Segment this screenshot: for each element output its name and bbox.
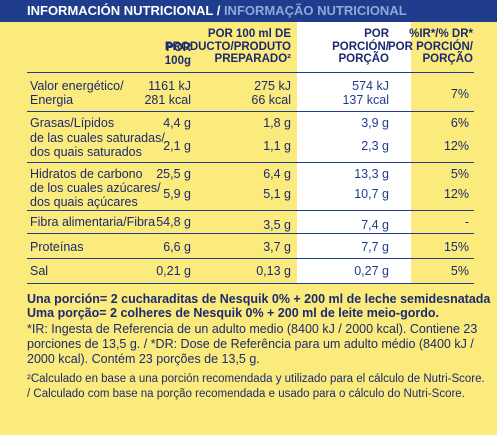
- row-carbs-ri: 5%: [450, 167, 469, 181]
- divider-carbs: [27, 210, 474, 211]
- divider-energy: [27, 111, 474, 112]
- ri-note-line3: 2000 kcal). Contém 23 porções de 13,5 g.: [27, 352, 260, 366]
- title-pt: INFORMAÇÃO NUTRICIONAL: [223, 3, 407, 18]
- row-salt-ri: 5%: [450, 264, 469, 278]
- divider-salt: [27, 283, 474, 284]
- row-saturated-per100g: 2,1 g: [163, 139, 191, 153]
- row-protein-portion: 7,7 g: [361, 240, 389, 254]
- title-es: INFORMACIÓN NUTRICIONAL: [27, 3, 214, 18]
- header-per-100ml-line3: PREPARADO²: [214, 53, 291, 65]
- row-carbs-per100ml: 6,4 g: [263, 167, 291, 181]
- header-per-portion-line1: POR: [364, 28, 389, 40]
- row-fat-per100ml: 1,8 g: [263, 116, 291, 130]
- portion-column-background: [297, 22, 411, 284]
- row-fibre-per100g: 54,8 g: [156, 215, 191, 229]
- row-fat-per100g: 4,4 g: [163, 116, 191, 130]
- row-protein-label: Proteínas: [30, 240, 84, 254]
- header-per-100g-line2: 100g: [164, 54, 191, 67]
- row-protein-ri: 15%: [443, 240, 469, 254]
- row-energy-ri: 7%: [450, 87, 469, 101]
- row-fat-label: Grasas/Lípidos: [30, 116, 115, 130]
- sugars-label-line1: de los cuales azúcares/: [30, 181, 161, 195]
- saturated-label-line2: dos quais saturados: [30, 145, 142, 159]
- calc-note-line1: ²Calculado en base a una porción recomen…: [27, 373, 485, 385]
- row-fibre-label: Fibra alimentaria/Fibra: [30, 215, 156, 229]
- header-per-100ml-line2: PRODUCTO/PRODUTO: [164, 40, 291, 53]
- calc-note-line2: / Calculado com base na porção recomenda…: [27, 388, 465, 400]
- ri-note-line2: porciones de 13,5 g. / *DR: Dose de Refe…: [27, 337, 474, 351]
- header-ri-line2: POR PORCIÓN/: [388, 40, 473, 53]
- title-bar: INFORMACIÓN NUTRICIONAL / INFORMAÇÃO NUT…: [0, 0, 497, 22]
- row-fibre-per100ml: 3,5 g: [263, 218, 291, 232]
- header-per-100ml-line1: POR 100 ml DE: [207, 28, 291, 40]
- row-salt-per100g: 0,21 g: [156, 264, 191, 278]
- title-separator: /: [213, 3, 224, 18]
- row-carbs-portion: 13,3 g: [354, 167, 389, 181]
- portion-definition-pt: Uma porção= 2 colheres de Nesquik 0% + 2…: [27, 306, 439, 320]
- energy-portion-kj: 574 kJ: [352, 79, 389, 93]
- row-protein-per100ml: 3,7 g: [263, 240, 291, 254]
- row-salt-label: Sal: [30, 264, 49, 278]
- row-salt-per100ml: 0,13 g: [256, 264, 291, 278]
- energy-portion-kcal: 137 kcal: [342, 93, 389, 107]
- row-protein-per100g: 6,6 g: [163, 240, 191, 254]
- row-carbs-label: Hidratos de carbono: [30, 167, 143, 181]
- row-energy-per100g: 1161 kJ 281 kcal: [144, 79, 191, 107]
- energy-per100ml-kj: 275 kJ: [254, 79, 291, 93]
- header-per-100ml: POR 100 ml DE PRODUCTO/PRODUTO PREPARADO…: [165, 28, 291, 66]
- header-per-portion-line3: PORÇÃO: [338, 53, 389, 65]
- portion-definition-es: Una porción= 2 cucharaditas de Nesquik 0…: [27, 292, 491, 306]
- header-per-100g-line1: POR: [166, 42, 191, 54]
- row-salt-portion: 0,27 g: [354, 264, 389, 278]
- row-sugars-portion: 10,7 g: [354, 187, 389, 201]
- energy-label-line2: Energia: [30, 93, 74, 107]
- row-sugars-label: de los cuales azúcares/ dos quais açúcar…: [30, 181, 161, 209]
- header-ri-line1: %IR*/% DR*: [409, 28, 473, 40]
- energy-per100ml-kcal: 66 kcal: [251, 93, 291, 107]
- header-ri: %IR*/% DR* POR PORCIÓN/ PORÇÃO: [388, 28, 473, 66]
- row-fibre-portion: 7,4 g: [361, 218, 389, 232]
- row-energy-portion: 574 kJ 137 kcal: [342, 79, 389, 107]
- nutriscore-calc-note: ²Calculado en base a una porción recomen…: [27, 372, 485, 402]
- row-saturated-portion: 2,3 g: [361, 139, 389, 153]
- row-fat-portion: 3,9 g: [361, 116, 389, 130]
- row-saturated-label: de las cuales saturadas/ dos quais satur…: [30, 131, 165, 159]
- sugars-label-line2: dos quais açúcares: [30, 195, 138, 209]
- row-saturated-ri: 12%: [443, 139, 469, 153]
- energy-per100g-kcal: 281 kcal: [144, 93, 191, 107]
- saturated-label-line1: de las cuales saturadas/: [30, 131, 165, 145]
- energy-per100g-kj: 1161 kJ: [148, 79, 191, 93]
- header-ri-line3: PORÇÃO: [422, 53, 473, 65]
- header-per-100g: POR 100g: [165, 42, 191, 67]
- row-energy-label: Valor energético/ Energia: [30, 79, 124, 107]
- ri-note-line1: *IR: Ingesta de Referencia de un adulto …: [27, 322, 478, 336]
- row-energy-per100ml: 275 kJ 66 kcal: [251, 79, 291, 107]
- divider-fat: [27, 162, 474, 163]
- reference-intake-note: *IR: Ingesta de Referencia de un adulto …: [27, 322, 477, 367]
- row-carbs-per100g: 25,5 g: [156, 167, 191, 181]
- row-fat-ri: 6%: [450, 116, 469, 130]
- divider-fibre: [27, 233, 474, 234]
- header-per-portion-line2: PORCIÓN/: [332, 40, 389, 53]
- header-per-portion: POR PORCIÓN/ PORÇÃO: [332, 28, 389, 66]
- row-saturated-per100ml: 1,1 g: [263, 139, 291, 153]
- row-sugars-per100ml: 5,1 g: [263, 187, 291, 201]
- divider-header: [27, 72, 474, 73]
- row-sugars-per100g: 5,9 g: [163, 187, 191, 201]
- divider-protein: [27, 258, 474, 259]
- row-sugars-ri: 12%: [443, 187, 469, 201]
- energy-label-line1: Valor energético/: [30, 79, 124, 93]
- row-fibre-ri: -: [464, 215, 469, 229]
